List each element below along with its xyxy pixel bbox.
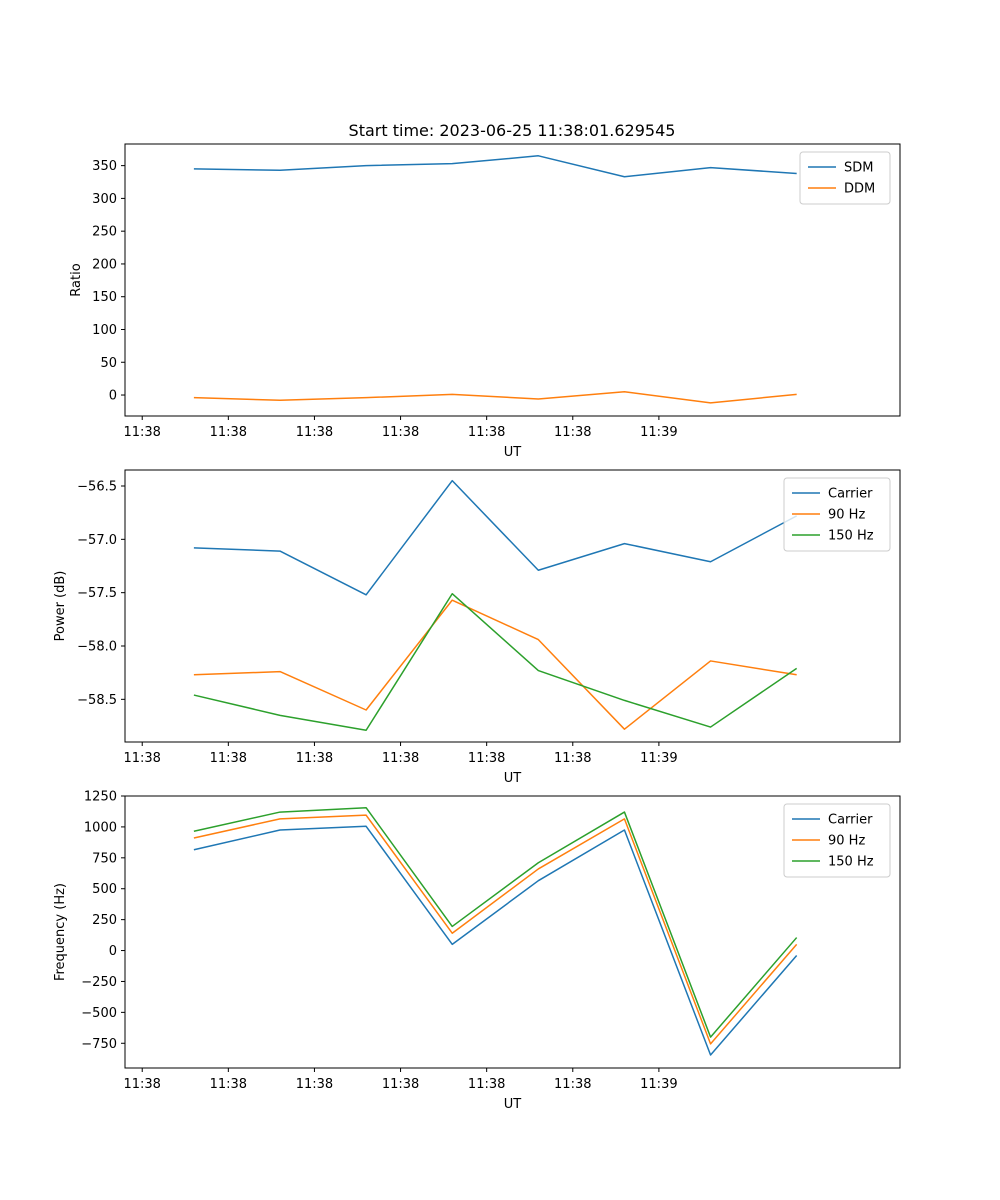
- figure-title: Start time: 2023-06-25 11:38:01.629545: [349, 121, 676, 140]
- x-tick-label: 11:39: [640, 1077, 677, 1092]
- y-tick-label: −250: [81, 975, 117, 990]
- x-axis-label: UT: [504, 771, 522, 786]
- y-tick-label: 250: [92, 913, 117, 928]
- x-tick-label: 11:38: [468, 751, 505, 766]
- legend-label: Carrier: [828, 813, 873, 828]
- x-axis-label: UT: [504, 1097, 522, 1112]
- x-tick-label: 11:38: [123, 425, 160, 440]
- axes-frame: [124, 469, 901, 743]
- y-tick-label: −56.5: [77, 480, 117, 495]
- x-tick-label: 11:39: [640, 425, 677, 440]
- x-tick-label: 11:38: [382, 425, 419, 440]
- legend: Carrier 90 Hz 150 Hz: [783, 803, 891, 878]
- y-tick-label: −57.0: [77, 533, 117, 548]
- x-tick-label: 11:38: [554, 425, 591, 440]
- y-tick-label: −750: [81, 1037, 117, 1052]
- series-line-150-hz: [193, 806, 798, 1038]
- x-tick-label: 11:38: [210, 751, 247, 766]
- x-tick-label: 11:38: [123, 1077, 160, 1092]
- y-tick-label: 500: [92, 882, 117, 897]
- legend-label: 150 Hz: [828, 855, 874, 870]
- legend-label: SDM: [844, 161, 873, 176]
- x-tick-label: 11:38: [382, 751, 419, 766]
- axes-frame: [124, 143, 901, 417]
- y-tick-label: 300: [92, 192, 117, 207]
- y-tick-label: −58.5: [77, 693, 117, 708]
- y-axis-label: Ratio: [69, 263, 84, 296]
- series-line-carrier: [193, 825, 798, 1056]
- legend-label: 150 Hz: [828, 529, 874, 544]
- y-tick-label: 50: [100, 356, 117, 371]
- y-tick-label: 150: [92, 290, 117, 305]
- x-tick-label: 11:38: [382, 1077, 419, 1092]
- series-line-90-hz: [193, 599, 797, 730]
- x-axis-label: UT: [504, 445, 522, 460]
- y-tick-label: 350: [92, 159, 117, 174]
- y-tick-label: 200: [92, 257, 117, 272]
- chart-panel-2: 11:38 11:38 11:38 11:38 11:38 11:38 11:39 −56.5…: [53, 469, 901, 786]
- y-tick-label: 1250: [84, 790, 117, 805]
- series-line-sdm: [193, 155, 797, 178]
- legend-label: DDM: [844, 182, 875, 197]
- series-line-90-hz: [193, 814, 798, 1045]
- axes-frame: [124, 795, 901, 1069]
- legend: SDM DDM: [799, 151, 891, 205]
- legend: Carrier 90 Hz 150 Hz: [783, 477, 891, 552]
- x-tick-label: 11:38: [554, 1077, 591, 1092]
- x-tick-label: 11:38: [123, 751, 160, 766]
- legend-box: [783, 477, 891, 552]
- x-tick-label: 11:38: [468, 425, 505, 440]
- chart-panel-1: 11:38 11:38 11:38 11:38 11:38 11:38 11:39 0 50 10…: [69, 143, 901, 460]
- x-tick-label: 11:38: [296, 751, 333, 766]
- y-tick-label: 0: [109, 389, 117, 404]
- y-tick-label: −58.0: [77, 640, 117, 655]
- y-tick-label: 250: [92, 225, 117, 240]
- x-tick-label: 11:38: [296, 425, 333, 440]
- y-tick-label: 0: [109, 944, 117, 959]
- legend-label: Carrier: [828, 487, 873, 502]
- x-tick-label: 11:38: [468, 1077, 505, 1092]
- legend-box: [783, 803, 891, 878]
- y-tick-label: −57.5: [77, 586, 117, 601]
- legend-label: 90 Hz: [828, 508, 865, 523]
- y-tick-label: −500: [81, 1006, 117, 1021]
- series-line-150-hz: [193, 592, 798, 732]
- y-tick-label: 750: [92, 851, 117, 866]
- y-tick-label: 100: [92, 323, 117, 338]
- legend-box: [799, 151, 891, 205]
- x-tick-label: 11:39: [640, 751, 677, 766]
- y-axis-label: Frequency (Hz): [53, 883, 68, 981]
- legend-label: 90 Hz: [828, 834, 865, 849]
- series-line-carrier: [193, 479, 798, 596]
- x-tick-label: 11:38: [210, 1077, 247, 1092]
- chart-panel-3: 11:38 11:38 11:38 11:38 11:38 11:38 11:39 1250 1…: [53, 790, 901, 1112]
- panels: 11:38 11:38 11:38 11:38 11:38 11:38 11:39 0 50 10…: [53, 143, 901, 1112]
- y-axis-label: Power (dB): [53, 571, 68, 642]
- x-tick-label: 11:38: [554, 751, 591, 766]
- y-tick-label: 1000: [84, 820, 117, 835]
- series-line-ddm: [193, 390, 797, 404]
- x-tick-label: 11:38: [210, 425, 247, 440]
- x-tick-label: 11:38: [296, 1077, 333, 1092]
